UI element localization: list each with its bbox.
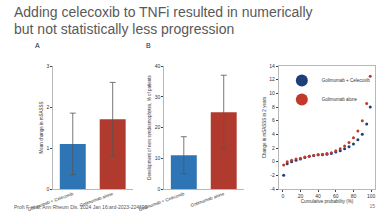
svg-text:Mean change in mSASSS: Mean change in mSASSS xyxy=(39,101,44,153)
svg-text:-2: -2 xyxy=(270,172,275,178)
svg-text:60: 60 xyxy=(333,193,339,199)
svg-text:30: 30 xyxy=(155,94,161,100)
svg-text:Development of new syndesmophy: Development of new syndesmophytes, % of … xyxy=(147,74,152,179)
svg-text:2: 2 xyxy=(272,145,275,151)
svg-text:0: 0 xyxy=(281,193,284,199)
svg-text:Golimumab + Celecoxib: Golimumab + Celecoxib xyxy=(322,78,370,83)
svg-text:2: 2 xyxy=(46,104,49,110)
svg-text:Change in mSASSS in 2 years: Change in mSASSS in 2 years xyxy=(262,96,267,158)
svg-text:20: 20 xyxy=(155,124,161,130)
svg-text:-4: -4 xyxy=(270,186,275,192)
svg-text:Golimumab alone: Golimumab alone xyxy=(322,97,358,102)
svg-text:0: 0 xyxy=(46,186,49,192)
svg-text:0: 0 xyxy=(272,158,275,164)
svg-text:Cumulative probability (%): Cumulative probability (%) xyxy=(301,199,354,204)
svg-text:10: 10 xyxy=(155,155,161,161)
svg-text:14: 14 xyxy=(269,63,275,69)
svg-text:1: 1 xyxy=(46,145,49,151)
svg-text:Golimumab alone: Golimumab alone xyxy=(190,191,225,208)
svg-text:A: A xyxy=(35,42,40,49)
svg-text:40: 40 xyxy=(155,63,161,69)
svg-text:0: 0 xyxy=(157,186,160,192)
svg-text:12: 12 xyxy=(269,76,275,82)
svg-text:100: 100 xyxy=(367,193,376,199)
svg-text:8: 8 xyxy=(272,104,275,110)
svg-text:4: 4 xyxy=(272,131,275,137)
svg-text:80: 80 xyxy=(351,193,357,199)
svg-text:20: 20 xyxy=(298,193,304,199)
svg-text:B: B xyxy=(146,42,151,49)
svg-text:6: 6 xyxy=(272,117,275,123)
svg-text:10: 10 xyxy=(269,90,275,96)
svg-text:3: 3 xyxy=(46,63,49,69)
svg-text:40: 40 xyxy=(315,193,321,199)
